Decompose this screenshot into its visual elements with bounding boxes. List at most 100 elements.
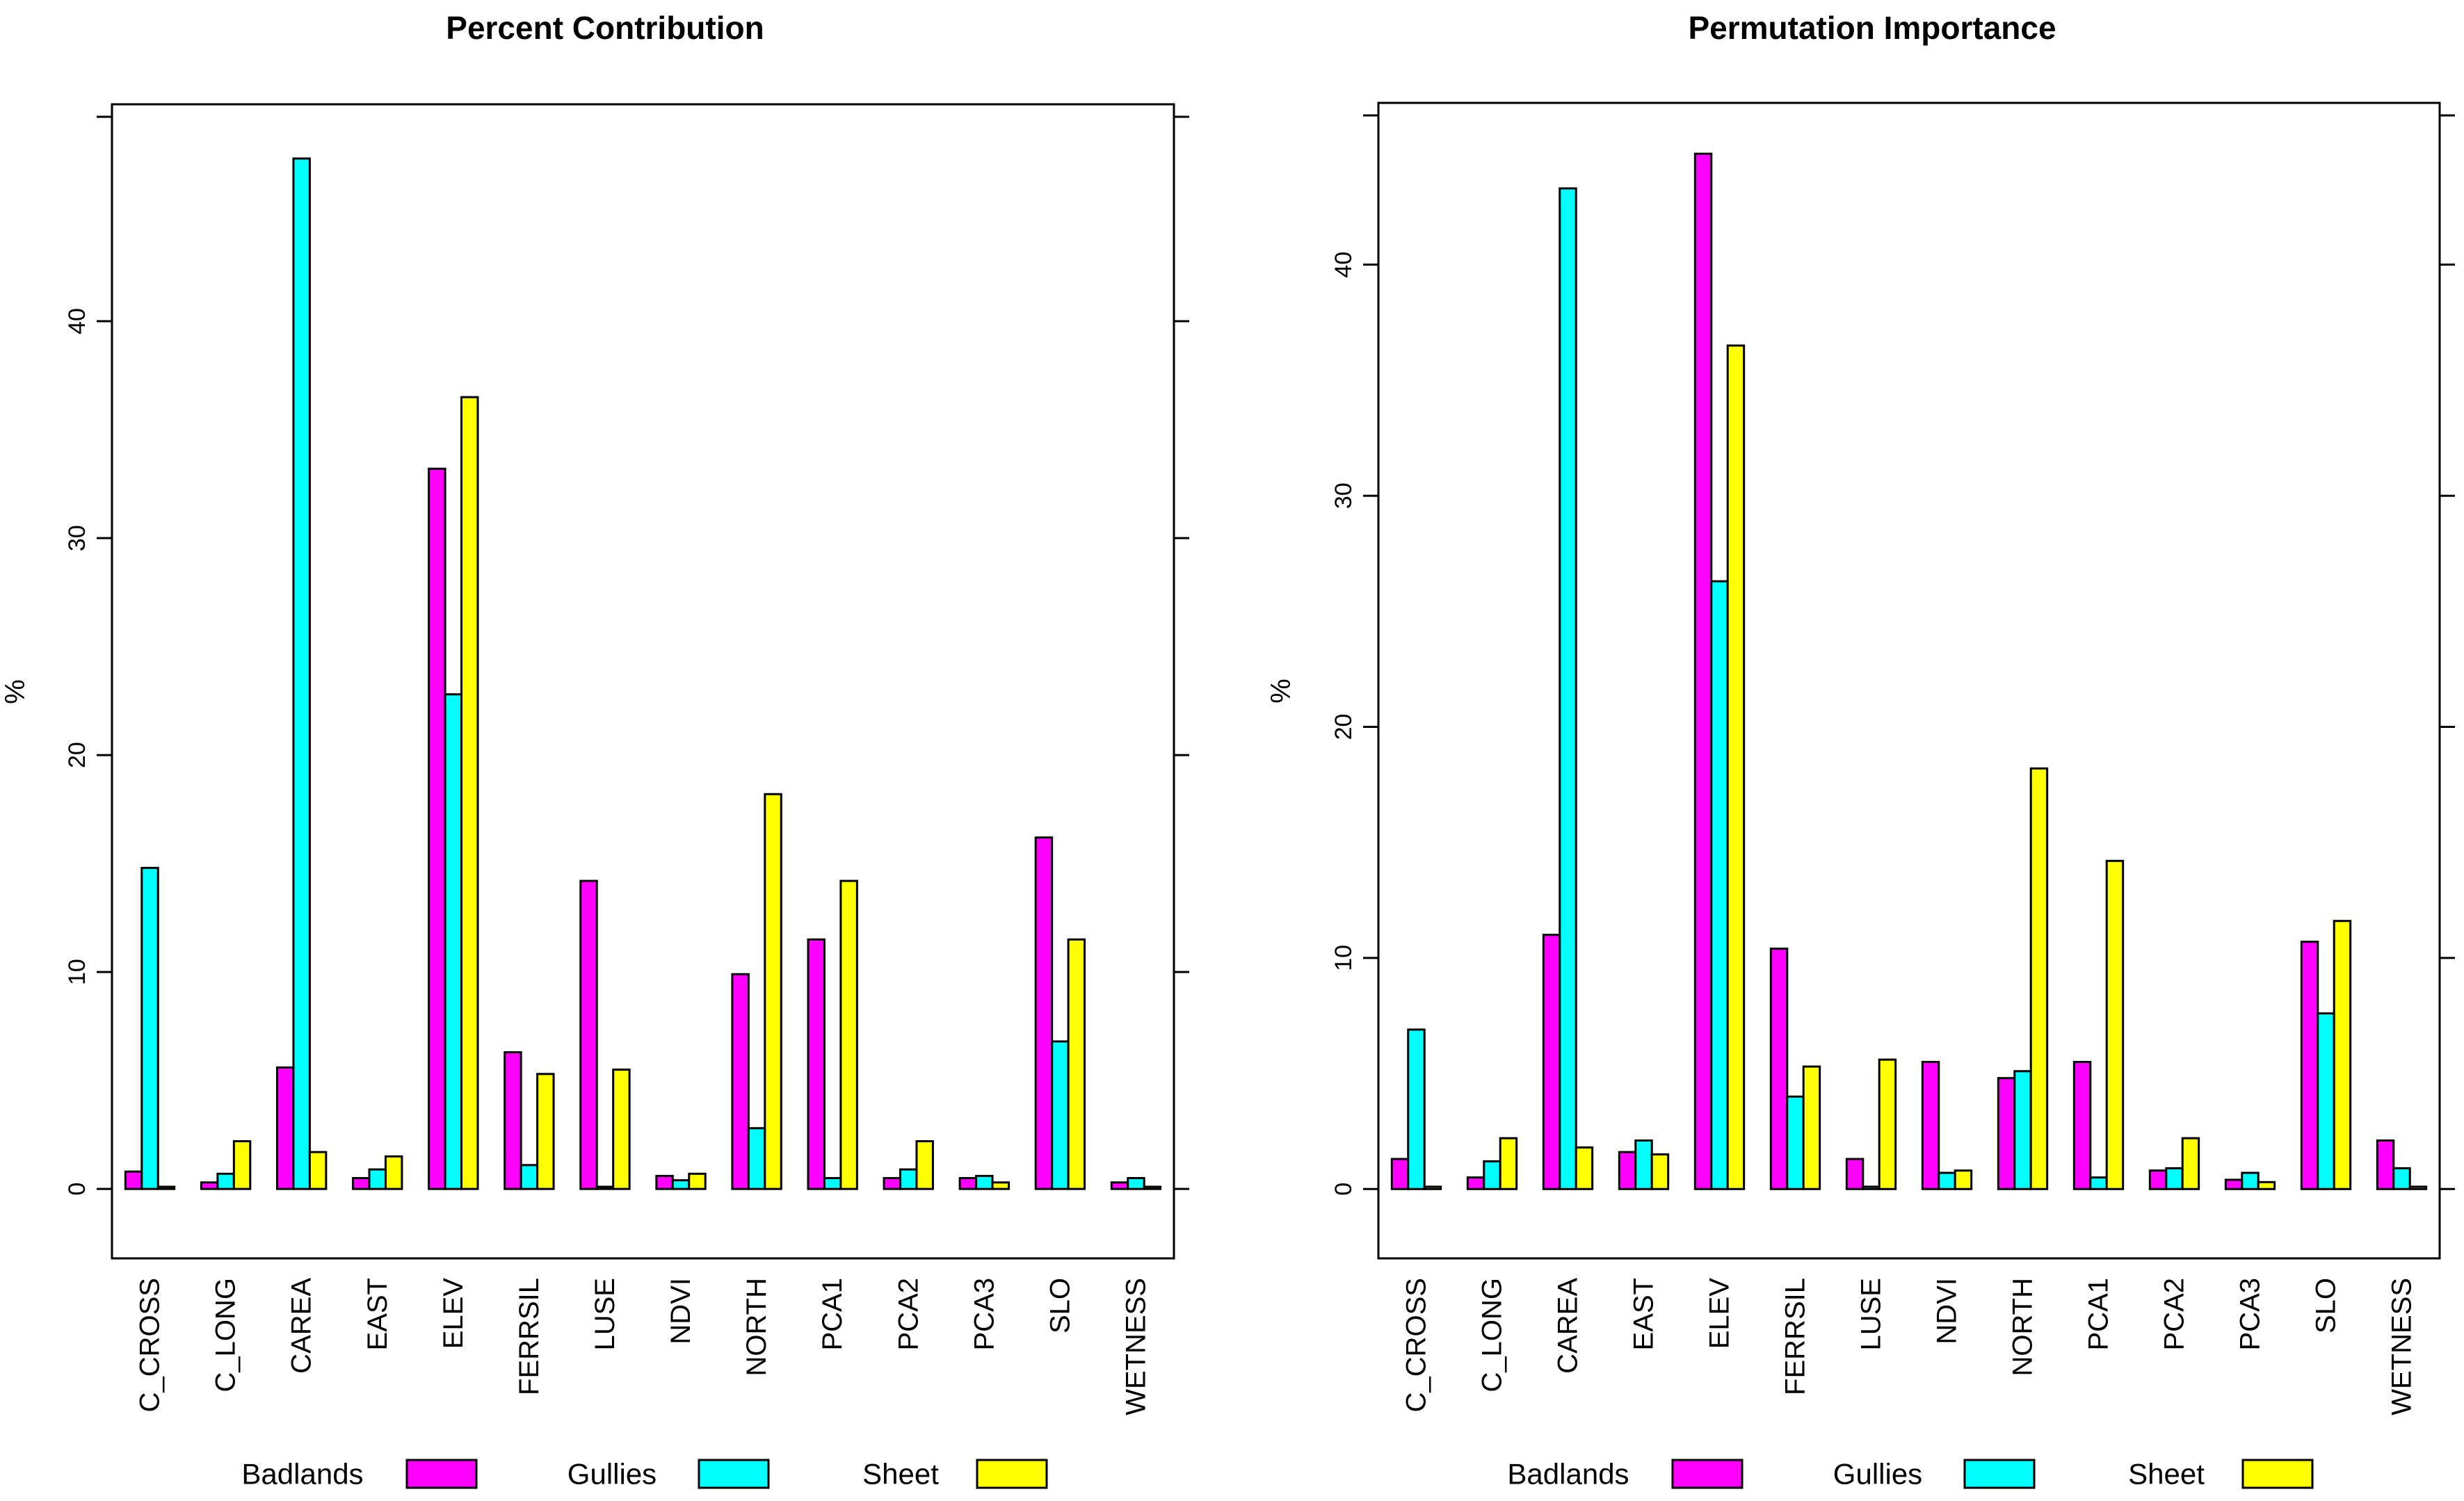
x-tick-label: EAST <box>362 1278 393 1350</box>
bar-badlands-c_cross <box>124 1170 143 1190</box>
bar-gullies-luse <box>1862 1185 1881 1190</box>
bar-sheet-pca2 <box>915 1140 934 1190</box>
bar-sheet-slo <box>1067 938 1086 1190</box>
bar-badlands-elev <box>428 467 446 1190</box>
bar-badlands-elev <box>1693 152 1713 1190</box>
x-tick-label: PCA3 <box>969 1278 999 1351</box>
legend-label-gullies: Gullies <box>567 1458 657 1491</box>
bar-sheet-ndvi <box>1954 1169 1973 1190</box>
bar-badlands-pca1 <box>807 938 826 1190</box>
y-tick-label: 20 <box>64 742 90 768</box>
bar-gullies-east <box>1634 1139 1653 1190</box>
bar-gullies-carea <box>1559 187 1577 1190</box>
bar-badlands-north <box>731 973 750 1190</box>
bar-sheet-ferrsil <box>1802 1065 1821 1190</box>
legend-label-badlands: Badlands <box>241 1458 363 1491</box>
x-tick-label: PCA2 <box>2159 1278 2190 1351</box>
bar-gullies-pca2 <box>2165 1167 2184 1190</box>
bar-sheet-ferrsil <box>536 1073 555 1190</box>
bar-badlands-pca2 <box>883 1177 902 1190</box>
x-tick-label: PCA2 <box>893 1278 924 1351</box>
y-tick-label: 10 <box>64 959 90 985</box>
bar-sheet-slo <box>2333 920 2352 1190</box>
bar-badlands-ferrsil <box>504 1051 522 1190</box>
y-tick-label: 30 <box>1330 482 1357 509</box>
x-tick-label: ELEV <box>1705 1278 1735 1349</box>
bar-gullies-c_cross <box>140 866 159 1190</box>
bar-sheet-pca2 <box>2181 1137 2200 1190</box>
bar-gullies-elev <box>1710 580 1729 1190</box>
bar-sheet-c_long <box>232 1140 252 1190</box>
y-tick-label: 0 <box>1330 1183 1357 1196</box>
bar-sheet-carea <box>1575 1146 1594 1190</box>
x-tick-label: SLO <box>1045 1278 1075 1333</box>
bar-badlands-east <box>352 1177 371 1190</box>
bar-gullies-c_long <box>216 1172 235 1190</box>
x-tick-label: NORTH <box>2008 1278 2038 1376</box>
x-tick-label: CAREA <box>287 1278 317 1374</box>
x-tick-label: EAST <box>1629 1278 1659 1350</box>
y-tick-label: 10 <box>1330 945 1357 971</box>
bar-sheet-c_long <box>1499 1137 1518 1190</box>
bar-badlands-wetness <box>2376 1139 2395 1190</box>
bar-gullies-east <box>368 1168 387 1190</box>
bar-gullies-wetness <box>1127 1177 1145 1190</box>
x-tick-label: FERRSIL <box>1780 1278 1811 1395</box>
y-tick-label: 30 <box>64 525 90 551</box>
bar-sheet-north <box>2029 767 2049 1190</box>
x-tick-label: C_CROSS <box>1401 1278 1432 1412</box>
bar-gullies-north <box>2013 1070 2032 1190</box>
chart-title: Permutation Importance <box>1688 10 2056 46</box>
bar-gullies-elev <box>444 693 463 1190</box>
y-tick-label: 40 <box>1330 252 1357 278</box>
x-tick-label: PCA1 <box>2084 1278 2114 1351</box>
bar-gullies-wetness <box>2392 1167 2411 1190</box>
x-tick-label: SLO <box>2311 1278 2342 1333</box>
x-tick-label: LUSE <box>590 1278 620 1351</box>
bar-badlands-slo <box>2300 941 2319 1190</box>
x-tick-label: C_LONG <box>211 1278 241 1393</box>
bar-sheet-elev <box>460 396 479 1190</box>
bar-badlands-pca3 <box>958 1177 978 1190</box>
bar-badlands-luse <box>1845 1158 1865 1190</box>
x-tick-label: C_CROSS <box>135 1278 166 1412</box>
x-tick-label: PCA3 <box>2235 1278 2266 1351</box>
bar-badlands-c_cross <box>1390 1158 1410 1190</box>
y-tick-label: 20 <box>1330 714 1357 740</box>
bar-gullies-ndvi <box>671 1179 691 1190</box>
bar-sheet-wetness <box>2408 1185 2428 1190</box>
bar-badlands-pca1 <box>2072 1060 2092 1190</box>
bar-gullies-ferrsil <box>520 1164 539 1190</box>
legend-swatch-sheet <box>2241 1459 2314 1489</box>
bar-gullies-c_long <box>1483 1160 1501 1190</box>
bar-sheet-wetness <box>1143 1185 1162 1190</box>
bar-badlands-slo <box>1034 836 1054 1190</box>
legend-swatch-badlands <box>405 1459 478 1489</box>
y-axis-label: % <box>0 679 31 704</box>
bar-sheet-pca1 <box>2105 859 2125 1190</box>
bar-gullies-c_cross <box>1407 1028 1426 1190</box>
bar-gullies-pca3 <box>2241 1171 2260 1190</box>
bar-badlands-carea <box>276 1066 295 1190</box>
bar-gullies-ndvi <box>1938 1171 1956 1190</box>
bar-badlands-pca2 <box>2148 1169 2168 1190</box>
x-tick-label: FERRSIL <box>514 1278 545 1395</box>
legend-label-sheet: Sheet <box>2128 1458 2205 1491</box>
bar-sheet-elev <box>1726 344 1746 1190</box>
bar-sheet-pca3 <box>991 1181 1010 1190</box>
legend-label-badlands: Badlands <box>1507 1458 1629 1491</box>
bar-gullies-luse <box>595 1185 615 1190</box>
x-tick-label: WETNESS <box>1120 1278 1151 1415</box>
bar-sheet-luse <box>1878 1058 1897 1190</box>
bar-badlands-ferrsil <box>1769 948 1789 1190</box>
bar-sheet-pca1 <box>839 879 858 1190</box>
bar-sheet-carea <box>308 1151 328 1190</box>
bar-badlands-ndvi <box>655 1174 674 1190</box>
bar-sheet-north <box>764 793 782 1190</box>
bar-gullies-slo <box>2317 1012 2335 1190</box>
plot-frame <box>111 103 1175 1260</box>
bar-badlands-c_long <box>1466 1176 1485 1190</box>
bar-sheet-ndvi <box>688 1172 707 1190</box>
bar-badlands-wetness <box>1110 1181 1129 1190</box>
